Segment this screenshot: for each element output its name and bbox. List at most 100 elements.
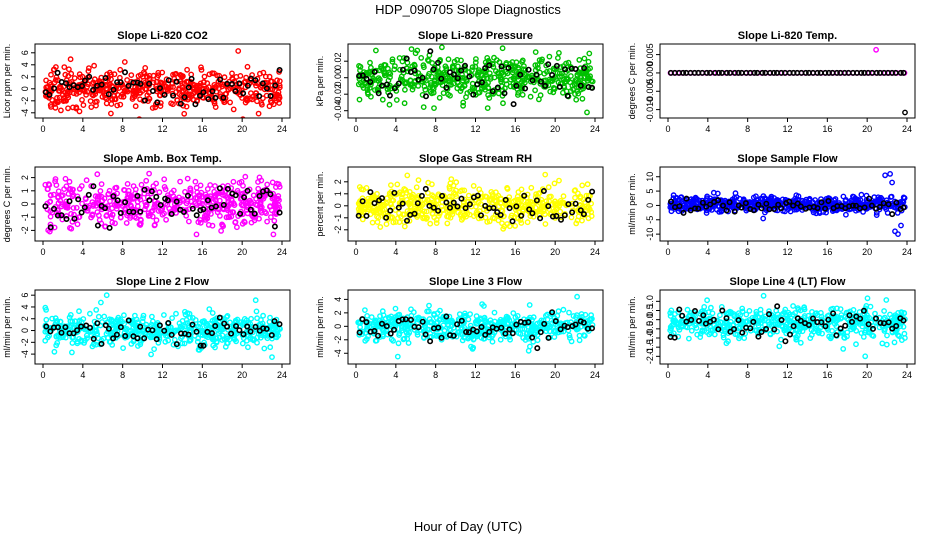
hourly-point xyxy=(552,318,559,325)
hourly-point xyxy=(900,69,907,76)
data-point xyxy=(546,76,553,83)
data-point xyxy=(579,95,586,102)
x-tick-label: 24 xyxy=(277,247,287,257)
data-point xyxy=(686,335,692,342)
data-point xyxy=(520,334,527,341)
data-point xyxy=(171,71,178,78)
figure-xlabel: Hour of Day (UTC) xyxy=(414,519,522,534)
data-point xyxy=(275,181,282,188)
data-point xyxy=(675,321,682,328)
data-point xyxy=(464,90,471,97)
data-point xyxy=(42,337,49,344)
data-point xyxy=(581,332,588,339)
hourly-point xyxy=(715,69,722,76)
data-point xyxy=(387,182,394,189)
data-point xyxy=(782,323,789,330)
y-tick-label: 0 xyxy=(333,324,343,329)
hourly-point xyxy=(75,196,82,203)
y-tick-label: 2 xyxy=(20,316,30,321)
hourly-point xyxy=(81,77,88,84)
data-point xyxy=(370,207,376,214)
data-point xyxy=(137,220,144,227)
data-point xyxy=(131,93,138,100)
hourly-point xyxy=(549,213,556,220)
data-point xyxy=(381,62,388,68)
hourly-point xyxy=(822,205,829,212)
data-point xyxy=(374,219,381,226)
hourly-point xyxy=(731,69,738,76)
data-point xyxy=(207,210,214,217)
data-point xyxy=(370,194,376,201)
data-point xyxy=(840,345,847,352)
data-point xyxy=(114,317,121,323)
data-point xyxy=(377,224,384,230)
data-point xyxy=(238,178,245,185)
data-point xyxy=(511,73,518,80)
data-point xyxy=(69,340,76,346)
hourly-point xyxy=(775,201,782,208)
data-point xyxy=(146,212,153,219)
data-point xyxy=(192,178,199,185)
data-point xyxy=(47,221,54,228)
data-point xyxy=(573,220,580,227)
data-point xyxy=(117,66,124,73)
data-point xyxy=(757,310,764,317)
hourly-point xyxy=(897,69,904,76)
data-point xyxy=(42,304,49,311)
hourly-point xyxy=(478,79,485,86)
data-point xyxy=(356,96,363,103)
data-point xyxy=(66,178,73,185)
data-point xyxy=(669,322,675,329)
data-point xyxy=(230,106,237,113)
data-points xyxy=(42,292,283,360)
x-tick-label: 12 xyxy=(157,370,167,380)
data-point xyxy=(500,100,506,107)
data-point xyxy=(394,215,401,222)
x-tick-label: 16 xyxy=(510,124,520,134)
data-point xyxy=(94,171,101,178)
hourly-point xyxy=(395,204,402,211)
data-point xyxy=(428,319,434,325)
data-point xyxy=(506,317,513,324)
hourly-point xyxy=(501,90,508,97)
data-point xyxy=(105,191,112,198)
data-point xyxy=(402,187,409,193)
data-point xyxy=(538,204,545,211)
data-point xyxy=(493,193,499,200)
hourly-point xyxy=(371,68,378,75)
hourly-point xyxy=(161,91,168,98)
data-point xyxy=(168,100,175,107)
data-point xyxy=(54,95,60,101)
hourly-point xyxy=(204,197,211,204)
data-point xyxy=(102,94,109,101)
data-point xyxy=(212,320,219,326)
hourly-point xyxy=(758,205,765,212)
hourly-point xyxy=(403,55,410,62)
hourly-point xyxy=(419,74,426,81)
hourly-point xyxy=(399,316,406,323)
data-point xyxy=(200,79,207,86)
data-point xyxy=(380,210,387,217)
y-axis-label: ml/min per min. xyxy=(2,296,12,358)
data-point xyxy=(841,334,847,341)
data-point xyxy=(85,68,92,75)
data-point xyxy=(373,337,380,344)
data-point xyxy=(843,196,849,203)
hourly-point xyxy=(482,65,489,72)
hourly-point xyxy=(213,203,220,210)
data-point xyxy=(179,340,186,347)
data-point xyxy=(457,211,464,218)
hourly-point xyxy=(569,209,576,216)
hourly-point xyxy=(770,69,777,76)
data-point xyxy=(551,207,558,214)
hourly-point xyxy=(868,202,875,209)
hourly-point xyxy=(861,204,868,211)
hourly-point xyxy=(502,196,509,203)
data-point xyxy=(209,336,216,343)
data-point xyxy=(422,86,429,93)
data-point xyxy=(51,191,57,198)
data-point xyxy=(276,183,283,190)
data-point xyxy=(212,344,218,351)
data-point xyxy=(114,190,121,197)
data-point xyxy=(573,96,580,103)
